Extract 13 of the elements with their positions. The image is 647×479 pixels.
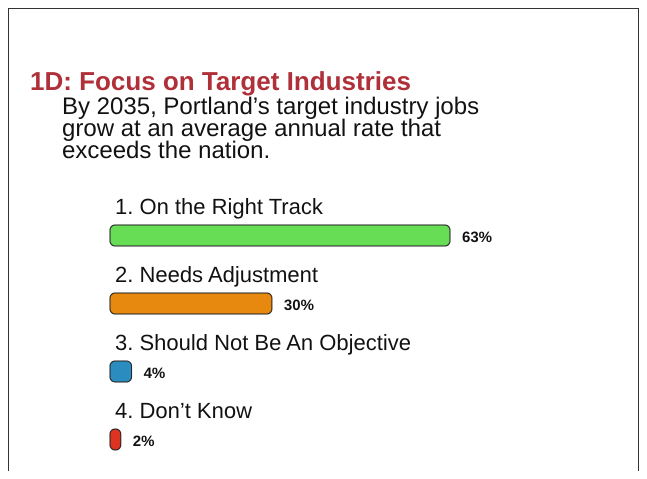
data-label: 2% <box>132 433 154 450</box>
y-tick-label: 2. Needs Adjustment <box>115 262 318 287</box>
y-tick-label: 3. Should Not Be An Objective <box>115 330 411 355</box>
y-tick-label: 1. On the Right Track <box>115 194 324 219</box>
bar <box>110 292 272 314</box>
bar <box>110 360 132 382</box>
bar <box>110 224 450 246</box>
data-label: 63% <box>462 229 492 246</box>
data-label: 30% <box>284 297 314 314</box>
y-tick-label: 4. Don’t Know <box>115 398 252 423</box>
bar <box>110 428 122 450</box>
data-label: 4% <box>144 365 166 382</box>
chart-title: 1D: Focus on Target Industries <box>30 66 411 96</box>
